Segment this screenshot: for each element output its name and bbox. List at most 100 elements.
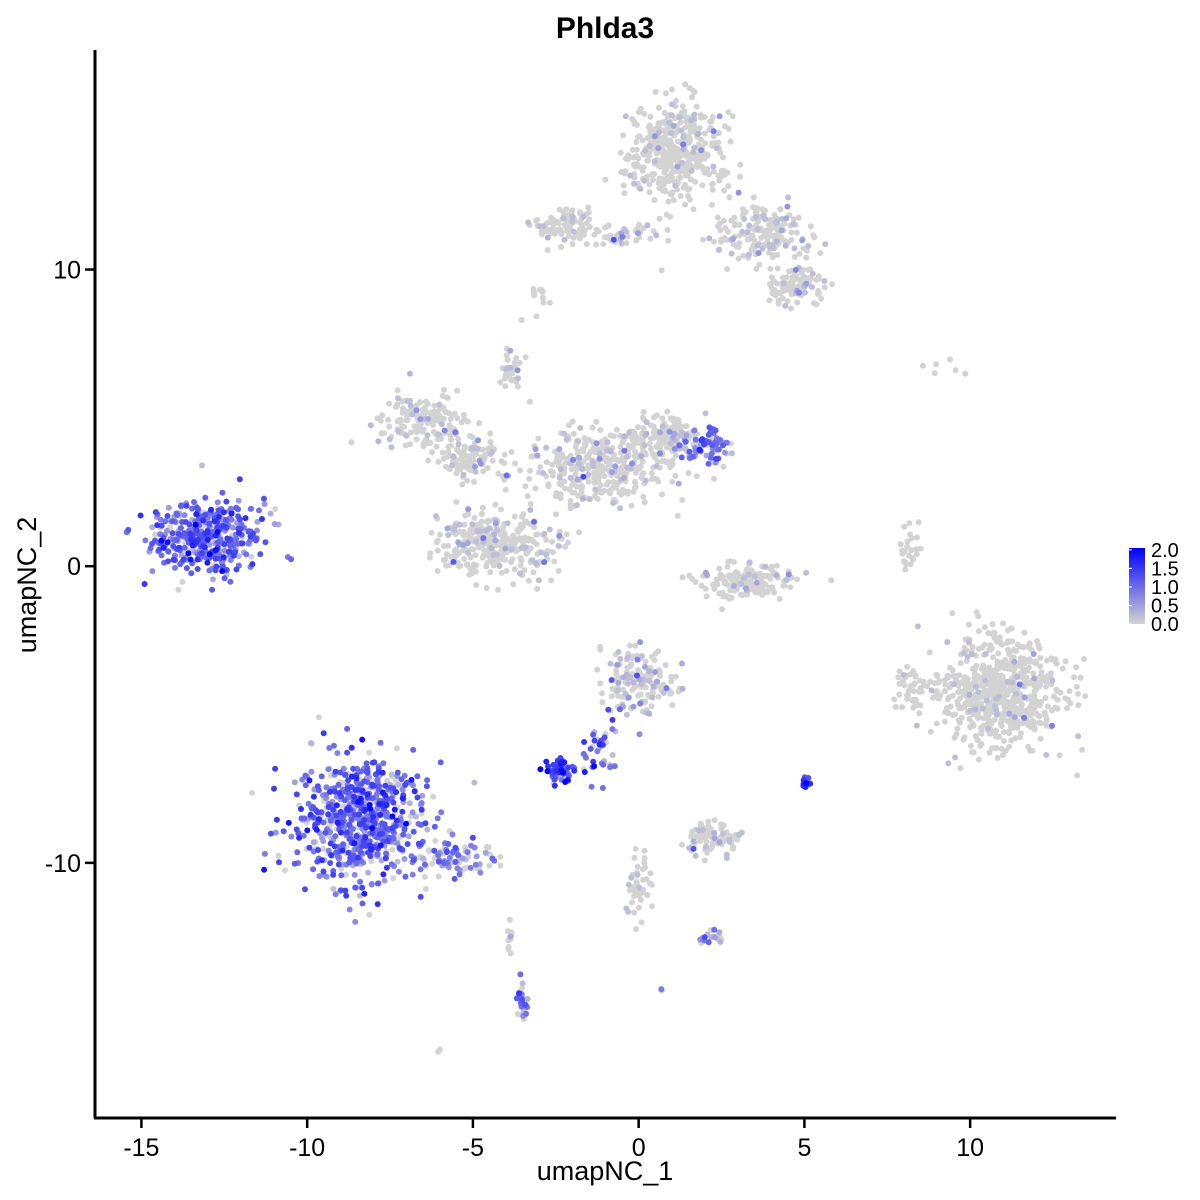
data-point	[576, 460, 582, 467]
data-point	[449, 462, 456, 469]
data-point	[704, 849, 711, 856]
data-point	[728, 250, 735, 257]
data-point	[434, 436, 441, 443]
data-point	[725, 228, 731, 235]
data-point	[357, 768, 364, 775]
data-point	[531, 518, 538, 525]
data-point	[377, 842, 384, 849]
data-point	[195, 506, 202, 513]
data-point	[949, 610, 956, 617]
data-point	[540, 470, 547, 477]
data-point	[206, 541, 213, 548]
data-point	[803, 254, 810, 261]
data-point	[989, 669, 996, 676]
data-point	[904, 692, 911, 699]
data-point	[700, 827, 706, 833]
data-point	[302, 886, 308, 893]
data-point	[206, 551, 213, 558]
data-point	[402, 782, 409, 788]
data-point	[337, 769, 344, 776]
data-point	[640, 876, 647, 883]
data-point	[637, 700, 644, 707]
data-point	[483, 585, 490, 591]
data-point	[667, 464, 674, 471]
data-point	[202, 494, 209, 501]
data-point	[335, 781, 342, 788]
data-point	[821, 278, 828, 284]
data-point	[152, 531, 159, 538]
data-point	[668, 153, 675, 160]
data-point	[990, 654, 996, 661]
data-point	[178, 525, 184, 531]
data-point	[341, 797, 348, 804]
data-point	[657, 450, 663, 457]
data-point	[432, 837, 439, 844]
data-point	[306, 777, 313, 784]
data-point	[310, 839, 317, 846]
data-point	[617, 432, 624, 439]
data-point	[327, 817, 334, 824]
data-point	[642, 450, 649, 457]
data-point	[522, 483, 529, 490]
data-point	[618, 469, 624, 476]
data-point	[717, 437, 724, 443]
data-point	[189, 542, 196, 549]
data-point	[444, 394, 451, 401]
data-point	[551, 558, 558, 565]
data-point	[698, 582, 705, 589]
data-point	[634, 656, 641, 663]
data-point	[563, 531, 570, 538]
data-point	[351, 793, 357, 800]
data-point	[660, 134, 667, 141]
data-point	[447, 423, 454, 430]
data-point	[621, 190, 628, 197]
data-point	[357, 849, 364, 856]
data-point	[503, 472, 510, 479]
data-point	[395, 835, 402, 842]
data-point	[478, 511, 485, 518]
data-point	[394, 840, 401, 847]
data-point	[690, 838, 697, 845]
data-point	[189, 505, 195, 512]
colorbar-label: 0.0	[1151, 614, 1179, 636]
data-point	[942, 681, 949, 688]
data-point	[1021, 714, 1027, 721]
data-point	[750, 247, 757, 254]
data-point	[563, 206, 570, 213]
data-point	[293, 826, 300, 833]
data-point	[981, 624, 988, 631]
data-point	[745, 571, 752, 578]
data-point	[730, 241, 737, 248]
data-point	[711, 585, 718, 592]
data-point	[506, 916, 513, 923]
data-point	[507, 364, 514, 371]
data-point	[753, 265, 760, 272]
data-point	[633, 469, 640, 476]
data-point	[915, 519, 922, 526]
data-point	[643, 419, 650, 426]
data-point	[516, 359, 523, 366]
data-point	[342, 887, 349, 894]
data-point	[803, 780, 810, 787]
data-point	[208, 506, 215, 513]
data-point	[365, 869, 372, 876]
data-point	[494, 527, 501, 533]
data-point	[781, 285, 788, 292]
data-point	[954, 725, 961, 732]
data-point	[933, 720, 940, 727]
data-point	[491, 531, 498, 538]
data-point	[214, 539, 221, 546]
data-point	[183, 565, 190, 572]
data-point	[462, 452, 469, 459]
data-point	[455, 852, 462, 859]
data-point	[970, 722, 977, 729]
data-point	[359, 900, 366, 907]
data-point	[580, 446, 586, 452]
data-point	[461, 556, 468, 562]
data-point	[200, 517, 207, 524]
data-point	[909, 696, 916, 703]
data-point	[393, 745, 400, 752]
data-point	[202, 511, 209, 518]
data-point	[435, 858, 442, 865]
data-point	[598, 438, 605, 445]
